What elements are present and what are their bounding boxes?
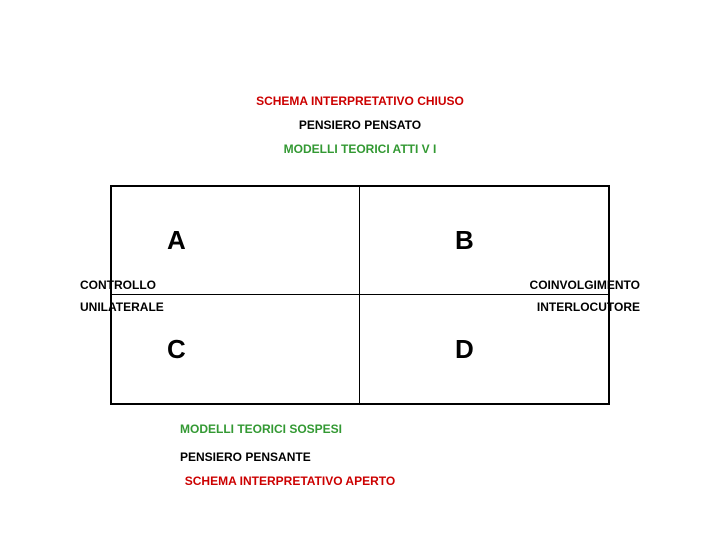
quadrant-matrix: A B C D: [110, 185, 610, 405]
axis-right-upper: COINVOLGIMENTO: [530, 278, 640, 292]
footer-pensiero-pensante: PENSIERO PENSANTE: [180, 450, 311, 464]
header-pensiero-pensato: PENSIERO PENSATO: [299, 118, 421, 132]
header-modelli-attivi: MODELLI TEORICI ATTI V I: [284, 142, 437, 156]
axis-left-upper: CONTROLLO: [80, 278, 156, 292]
header-schema-chiuso: SCHEMA INTERPRETATIVO CHIUSO: [256, 94, 464, 108]
footer-modelli-sospesi: MODELLI TEORICI SOSPESI: [180, 422, 342, 436]
axis-left-lower: UNILATERALE: [80, 300, 164, 314]
footer-schema-aperto: SCHEMA INTERPRETATIVO APERTO: [185, 474, 395, 488]
axis-right-lower: INTERLOCUTORE: [537, 300, 640, 314]
